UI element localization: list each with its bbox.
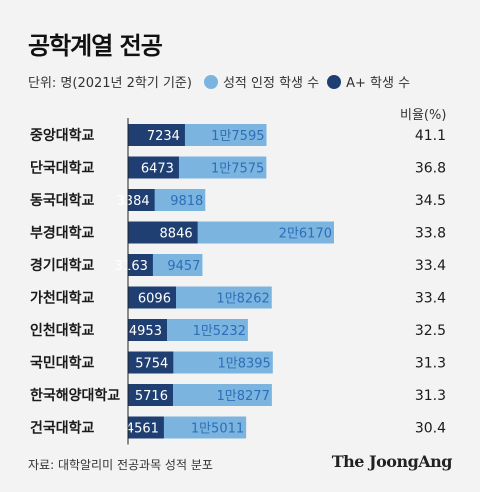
category-label: 동국대학교 xyxy=(30,193,95,209)
total-value-label: 1만7575 xyxy=(211,162,264,177)
category-label: 인천대학교 xyxy=(30,322,95,339)
ratio-value: 31.3 xyxy=(415,388,446,404)
total-value-label: 9818 xyxy=(170,194,203,209)
bar-aplus xyxy=(128,416,164,439)
total-value-label: 1만8262 xyxy=(216,292,269,307)
legend-item-total: 성적 인정 학생 수 xyxy=(203,72,320,91)
aplus-value-label: 8846 xyxy=(160,227,193,242)
total-value-label: 1만7595 xyxy=(211,129,264,144)
legend-swatch-aplus xyxy=(327,74,342,89)
aplus-value-label: 4561 xyxy=(126,422,159,437)
category-label: 가천대학교 xyxy=(30,291,95,307)
chart-title: 공학계열 전공 xyxy=(28,32,163,60)
ratio-value: 33.4 xyxy=(415,291,446,307)
category-label: 단국대학교 xyxy=(30,160,95,177)
bar-aplus xyxy=(128,254,153,276)
ratio-column-header: 비율(%) xyxy=(400,108,447,123)
category-label: 중앙대학교 xyxy=(30,127,95,144)
bar-aplus xyxy=(128,319,167,341)
total-value-label: 2만6170 xyxy=(279,227,332,242)
aplus-value-label: 3384 xyxy=(117,194,150,209)
ratio-value: 36.8 xyxy=(415,161,446,177)
legend-swatch-total xyxy=(203,74,218,89)
category-label: 건국대학교 xyxy=(30,420,95,437)
bar-aplus xyxy=(128,384,173,406)
bar-aplus xyxy=(128,156,179,179)
ratio-value: 30.4 xyxy=(415,421,446,437)
legend-item-aplus: A+ 학생 수 xyxy=(327,72,410,91)
ratio-value: 34.5 xyxy=(415,193,446,209)
unit-note: 단위: 명(2021년 2학기 기준) xyxy=(28,76,192,91)
legend-label-aplus: A+ 학생 수 xyxy=(346,76,411,91)
aplus-value-label: 6096 xyxy=(138,292,171,307)
aplus-value-label: 3163 xyxy=(115,259,148,274)
bar-aplus xyxy=(128,124,185,146)
aplus-value-label: 4953 xyxy=(129,324,162,339)
total-value-label: 1만8395 xyxy=(217,357,270,372)
category-label: 국민대학교 xyxy=(30,355,95,372)
bar-aplus xyxy=(128,189,155,211)
aplus-value-label: 6473 xyxy=(141,162,174,177)
ratio-value: 31.3 xyxy=(415,356,446,372)
ratio-value: 41.1 xyxy=(415,128,446,144)
category-label: 한국해양대학교 xyxy=(30,388,120,404)
bar-aplus xyxy=(128,351,174,374)
ratio-value: 33.8 xyxy=(415,226,446,242)
legend-label-total: 성적 인정 학생 수 xyxy=(222,76,320,91)
source-note: 자료: 대학알리미 전공과목 성적 분포 xyxy=(28,458,213,472)
total-value-label: 1만5011 xyxy=(191,422,244,437)
total-value-label: 1만5232 xyxy=(193,324,246,339)
legend: 단위: 명(2021년 2학기 기준) 성적 인정 학생 수 A+ 학생 수 xyxy=(28,72,410,91)
aplus-value-label: 7234 xyxy=(147,129,180,144)
brand-logo: The JoongAng xyxy=(331,452,453,471)
category-label: 부경대학교 xyxy=(30,225,95,242)
total-value-label: 9457 xyxy=(167,259,200,274)
total-value-label: 1만8277 xyxy=(217,389,270,404)
bar-aplus xyxy=(128,286,176,309)
aplus-value-label: 5716 xyxy=(135,389,168,404)
ratio-value: 33.4 xyxy=(415,258,446,274)
category-label: 경기대학교 xyxy=(30,257,95,274)
bar-aplus xyxy=(128,221,198,244)
aplus-value-label: 5754 xyxy=(135,357,168,372)
ratio-value: 32.5 xyxy=(415,323,446,339)
